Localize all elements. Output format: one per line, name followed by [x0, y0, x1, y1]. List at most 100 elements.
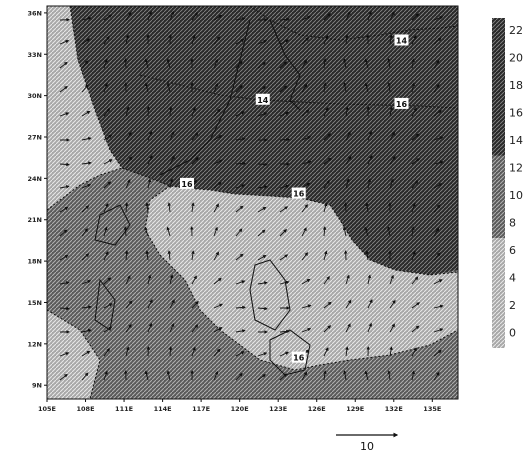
- wind-vector-arrow: [235, 137, 246, 141]
- wind-vectors: [59, 10, 444, 381]
- contour-line: [69, 6, 458, 276]
- wind-vector-arrow: [213, 370, 219, 381]
- wind-vector-arrow: [389, 106, 393, 117]
- wind-vector-arrow: [213, 36, 221, 45]
- wind-vector-arrow: [166, 58, 171, 69]
- wind-vector-arrow: [125, 346, 130, 357]
- wind-vector-arrow: [103, 203, 109, 213]
- wind-vector-arrow: [411, 226, 415, 237]
- lat-tick-label: 27N: [28, 134, 43, 142]
- wind-vector-arrow: [191, 106, 196, 117]
- colorbar-swatch: [492, 293, 505, 321]
- wind-vector-arrow: [145, 250, 149, 261]
- wind-vector-arrow: [342, 226, 347, 237]
- colorbar-swatch: [492, 45, 505, 73]
- wind-vector-arrow: [81, 136, 92, 141]
- wind-vector-arrow: [235, 161, 246, 166]
- wind-vector-arrow: [235, 329, 246, 333]
- wind-vector-arrow: [59, 352, 70, 357]
- wind-vector-arrow: [213, 348, 221, 357]
- wind-vector-arrow: [343, 82, 347, 93]
- wind-vector-arrow: [257, 185, 268, 189]
- colorbar-tick-label: 8: [509, 217, 516, 230]
- wind-vector-arrow: [279, 228, 287, 237]
- wind-vector-arrow: [81, 161, 92, 165]
- wind-vector-arrow: [59, 229, 68, 237]
- wind-vector-arrow: [167, 202, 172, 213]
- wind-vector-arrow: [323, 12, 331, 21]
- wind-vector-arrow: [364, 82, 369, 93]
- wind-vector-arrow: [147, 130, 153, 141]
- lon-tick-label: 114E: [154, 405, 172, 413]
- colorbar-tick-label: 16: [509, 107, 523, 120]
- wind-vector-arrow: [191, 132, 199, 141]
- wind-vector-arrow: [323, 58, 327, 69]
- wind-vector-arrow: [169, 299, 175, 309]
- wind-vector-arrow: [279, 137, 290, 142]
- wind-vector-arrow: [411, 35, 417, 45]
- wind-vector-arrow: [344, 34, 349, 45]
- wind-vector-arrow: [257, 306, 268, 311]
- wind-vector-arrow: [59, 185, 70, 189]
- contour-label-box: [179, 177, 194, 189]
- wind-vector-arrow: [191, 324, 199, 333]
- wind-vector-arrow: [169, 178, 174, 189]
- wind-vector-arrow: [387, 58, 391, 69]
- wind-vector-arrow: [191, 250, 195, 261]
- wind-vector-arrow: [147, 299, 153, 309]
- lat-tick-label: 24N: [28, 175, 43, 183]
- wind-vector-arrow: [387, 82, 391, 93]
- wind-vector-arrow: [191, 275, 197, 285]
- colorbar-swatches: [492, 18, 505, 348]
- wind-vector-arrow: [257, 112, 268, 117]
- wind-vector-arrow: [144, 82, 149, 93]
- wind-vector-arrow: [81, 84, 89, 93]
- colorbar-tick-label: 4: [509, 272, 516, 285]
- wind-vector-arrow: [411, 302, 420, 309]
- wind-vector-arrow: [411, 325, 420, 333]
- wind-vector-arrow: [345, 274, 350, 285]
- wind-vector-arrow: [59, 254, 69, 261]
- wind-vector-arrow: [144, 226, 149, 237]
- plot-frame: [46, 5, 459, 400]
- wind-vector-arrow: [301, 182, 311, 189]
- contour-line: [144, 185, 458, 371]
- wind-vector-arrow: [213, 303, 223, 309]
- wind-vector-arrow: [323, 347, 329, 357]
- wind-vector-arrow: [364, 370, 369, 381]
- wind-vector-arrow: [323, 34, 329, 45]
- lat-tick-label: 21N: [28, 216, 43, 224]
- contour-label-box: [394, 34, 409, 46]
- wind-vector-arrow: [433, 183, 443, 189]
- wind-vector-arrow: [81, 183, 92, 189]
- coastline: [269, 19, 301, 111]
- wind-vector-arrow: [367, 299, 373, 309]
- colorbar-tick-label: 0: [509, 327, 516, 340]
- wind-vector-arrow: [213, 181, 222, 189]
- wind-vector-arrow: [279, 254, 289, 261]
- wind-vector-arrow: [235, 228, 243, 237]
- wind-vector-arrow: [213, 159, 223, 165]
- wind-vector-arrow: [343, 58, 347, 69]
- contour-line: [47, 309, 101, 399]
- wind-vector-arrow: [103, 326, 113, 333]
- wind-vector-arrow: [389, 346, 393, 357]
- wind-vector-arrow: [433, 59, 440, 69]
- lat-tick-label: 9N: [32, 382, 42, 390]
- wind-vector-arrow: [279, 184, 290, 189]
- wind-vector-arrow: [433, 160, 444, 165]
- wind-vector-arrow: [81, 253, 90, 261]
- wind-vector-arrow: [345, 323, 351, 333]
- wind-vector-arrow: [301, 204, 308, 213]
- wind-vector-arrow: [125, 275, 131, 285]
- reference-vector-label: 10: [360, 440, 374, 453]
- lon-tick-label: 111E: [115, 405, 133, 413]
- wind-vector-arrow: [433, 349, 442, 357]
- wind-vector-arrow: [279, 17, 290, 22]
- wind-vector-arrow: [59, 85, 68, 93]
- wind-vector-arrow: [169, 155, 175, 165]
- wind-vector-arrow: [59, 162, 70, 167]
- wind-vector-arrow: [301, 160, 312, 165]
- wind-vector-arrow: [389, 178, 394, 189]
- wind-vector-arrow: [168, 346, 173, 357]
